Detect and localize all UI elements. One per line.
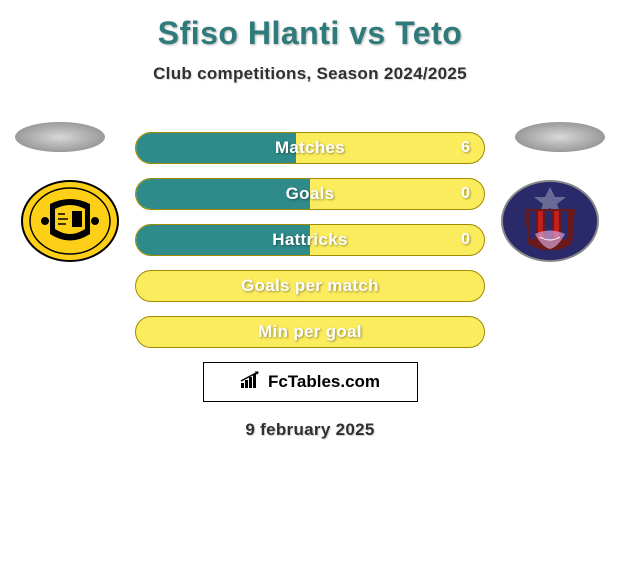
- chart-icon: [240, 371, 262, 394]
- stat-value: 0: [461, 179, 470, 209]
- stat-label: Goals per match: [136, 271, 484, 301]
- stat-label: Matches: [136, 133, 484, 163]
- player-photo-left: [15, 122, 105, 152]
- footer-brand-box: FcTables.com: [203, 362, 418, 402]
- footer-brand: FcTables.com: [240, 371, 380, 394]
- footer-brand-text: FcTables.com: [268, 372, 380, 392]
- stat-bar-min-per-goal: Min per goal: [135, 316, 485, 348]
- stat-bar-matches: Matches 6: [135, 132, 485, 164]
- club-logo-left: [20, 179, 120, 264]
- stat-label: Min per goal: [136, 317, 484, 347]
- club-logo-right: [500, 179, 600, 264]
- footer-date: 9 february 2025: [0, 420, 620, 440]
- stats-area: Matches 6 Goals 0 Hattricks 0 Goals per …: [135, 132, 485, 348]
- comparison-title: Sfiso Hlanti vs Teto: [0, 15, 620, 52]
- stat-value: 0: [461, 225, 470, 255]
- stat-bar-hattricks: Hattricks 0: [135, 224, 485, 256]
- player-photo-right: [515, 122, 605, 152]
- stat-value: 6: [461, 133, 470, 163]
- stat-label: Goals: [136, 179, 484, 209]
- stat-label: Hattricks: [136, 225, 484, 255]
- stat-bar-goals-per-match: Goals per match: [135, 270, 485, 302]
- comparison-subtitle: Club competitions, Season 2024/2025: [0, 64, 620, 84]
- stat-bar-goals: Goals 0: [135, 178, 485, 210]
